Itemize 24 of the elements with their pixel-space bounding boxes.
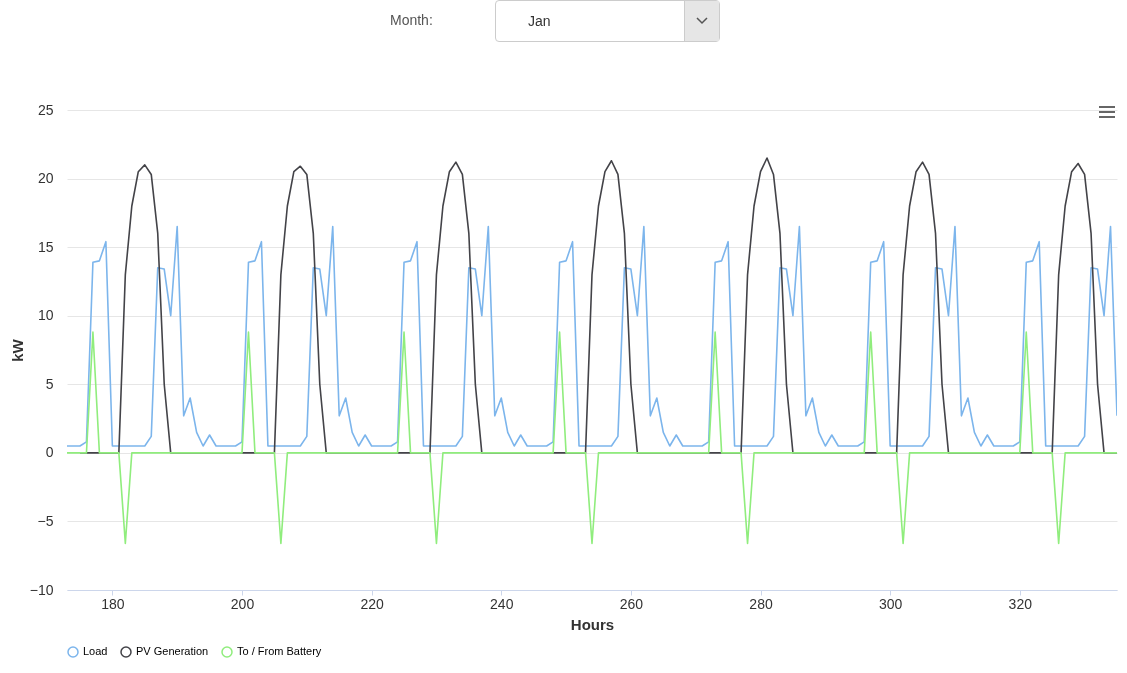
x-tick-label: 240: [490, 595, 514, 612]
x-tick-label: 180: [101, 595, 125, 612]
y-tick-label: 25: [37, 101, 54, 118]
y-tick-label: −5: [37, 512, 54, 529]
legend-label: PV Generation: [136, 645, 209, 657]
line-series: [67, 225, 1117, 447]
x-tick-label: 200: [230, 595, 255, 612]
y-tick-label: 15: [37, 238, 54, 255]
text: Month:: [390, 12, 433, 28]
y-tick-label: 20: [37, 170, 54, 187]
x-tick-label: 280: [749, 595, 773, 612]
x-tick-label: 220: [360, 595, 385, 612]
legend-label: Load: [83, 645, 108, 657]
y-tick-label: 5: [45, 375, 54, 392]
x-tick-label: 260: [619, 595, 644, 612]
dropdown-field: Jan: [495, 0, 720, 42]
y-tick-label: 0: [45, 444, 54, 461]
x-tick-label: 300: [878, 595, 903, 612]
x-tick-label: 320: [1008, 595, 1033, 612]
y-tick-label: −10: [29, 581, 54, 598]
legend-label: To / From Battery: [237, 645, 322, 657]
y-axis-title: kW: [8, 338, 26, 362]
x-axis-title: Hours: [570, 615, 615, 633]
y-tick-label: 10: [37, 307, 54, 324]
